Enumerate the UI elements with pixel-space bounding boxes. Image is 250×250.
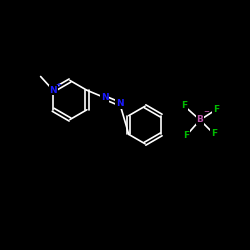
Text: N: N	[116, 100, 124, 108]
Text: N: N	[49, 86, 57, 95]
Text: F: F	[213, 105, 219, 114]
Text: F: F	[211, 129, 217, 138]
Text: B: B	[196, 116, 203, 124]
Text: F: F	[181, 101, 187, 110]
Text: +: +	[56, 82, 62, 88]
Text: F: F	[183, 131, 189, 140]
Text: N: N	[101, 93, 109, 102]
Text: −: −	[203, 110, 209, 116]
